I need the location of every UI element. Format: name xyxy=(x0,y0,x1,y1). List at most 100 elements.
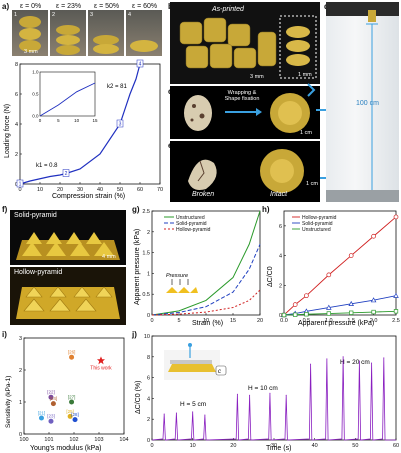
i-point xyxy=(69,399,75,405)
h-xtick-label: 1.5 xyxy=(347,318,355,324)
i-ytick-label: 0 xyxy=(19,432,22,438)
sensitivity-modulus-chart: Sensitivity (kPa-1) Young's modulus (kPa… xyxy=(5,336,129,452)
j-xlabel: Time (s) xyxy=(266,445,291,452)
inset-ytick-label: 0.5 xyxy=(32,92,39,97)
h-point xyxy=(348,253,354,258)
j-peak xyxy=(192,411,194,413)
force-strain-chart: Loading force (N) Compression strain (%)… xyxy=(4,59,163,200)
a-ytick-label: 2 xyxy=(15,152,18,158)
scale-bar-b1: 3 mm xyxy=(250,74,264,80)
wrapping-caption: Wrapping & Shape fixation xyxy=(224,90,260,102)
h-point xyxy=(304,293,309,299)
photo-strain-23 xyxy=(50,10,86,56)
j-peak xyxy=(310,363,312,365)
h-point xyxy=(371,233,376,239)
inset-xtick-label: 5 xyxy=(57,118,60,123)
i-point xyxy=(50,401,56,407)
i-ytick-label: 3 xyxy=(19,336,22,342)
h-xtick-label: 2.0 xyxy=(370,318,378,324)
lattice-structure-image xyxy=(179,15,317,79)
a-xtick-label: 50 xyxy=(117,187,123,193)
i-point-label: [28] xyxy=(71,412,79,417)
i-point-label: [22] xyxy=(47,390,55,395)
panel-b-photo: As-printed 3 mm 1 mm xyxy=(170,2,320,84)
i-point xyxy=(38,415,44,421)
scale-bar-3mm: 3 mm xyxy=(24,49,38,55)
j-ytick-label: 0 xyxy=(147,438,150,444)
i-ytick-label: 1 xyxy=(19,400,22,406)
j-ytick-label: 10 xyxy=(144,334,150,340)
panel-j-label: j) xyxy=(132,330,137,339)
photo-strain-50 xyxy=(88,10,124,56)
h-point xyxy=(393,292,399,298)
solid-pyramid-image xyxy=(16,232,120,260)
stage-marker-label: 2 xyxy=(65,171,68,177)
force-curve xyxy=(19,63,141,185)
h-xtick-label: 2.5 xyxy=(392,318,400,324)
g-ytick-label: 0.5 xyxy=(142,292,150,298)
j-peak xyxy=(236,393,238,395)
a-ylabel: Loading force (N) xyxy=(4,104,11,158)
h20-label: H = 20 cm xyxy=(340,359,370,366)
h-legend-label: Solid-pyramid xyxy=(302,221,333,227)
j-peak xyxy=(383,357,385,359)
g-xlabel: Strain (%) xyxy=(192,320,223,327)
h-point xyxy=(393,309,399,314)
i-point-label: [23] xyxy=(47,414,55,419)
panel-f-label: f) xyxy=(2,205,8,214)
j-peak xyxy=(285,394,287,396)
photo-strain-60 xyxy=(126,10,162,56)
g-xtick-label: 20 xyxy=(257,318,263,324)
g-xtick-label: 15 xyxy=(230,318,236,324)
photo-num-2: 2 xyxy=(52,12,56,18)
j-peak xyxy=(371,362,373,364)
g-inset: Pressure xyxy=(164,271,198,295)
j-ytick-label: 8 xyxy=(147,355,150,361)
i-point xyxy=(48,394,54,400)
h10-label: H = 10 cm xyxy=(248,385,278,392)
lattice-image-3 xyxy=(93,35,119,54)
panel-c-photo: Wrapping & Shape fixation 1 cm xyxy=(170,86,320,139)
panel-e-photo: Broken Intact 1 cm xyxy=(170,141,320,202)
stage-marker xyxy=(136,59,144,68)
h-point xyxy=(349,310,354,315)
g-xtick-label: 5 xyxy=(177,318,180,324)
g-series-0 xyxy=(151,210,261,316)
i-ylabel: Sensitivity (kPa-1) xyxy=(5,376,12,428)
capacitance-pressure-chart: ΔC/C0 Apparent pressure (kPa) 0.0 0.5 1.0 1… xyxy=(267,210,400,327)
sensor-inset: c xyxy=(164,343,227,380)
h-point xyxy=(348,300,354,307)
j-xtick-label: 60 xyxy=(393,443,399,449)
k1-label: k1 = 0.8 xyxy=(36,163,58,169)
stage-marker-label: 3 xyxy=(119,122,122,128)
g-xtick-label: 10 xyxy=(203,318,209,324)
g-series-1 xyxy=(151,244,261,316)
g-ytick-label: 2 xyxy=(147,230,150,236)
capacitance-time-chart: ΔC/C0 (%) Time (s) H = 5 cm H = 10 cm H … xyxy=(135,334,399,452)
panel-d-photo: 100 cm xyxy=(326,2,399,202)
a-xtick-label: 30 xyxy=(77,187,83,193)
inset-xtick-label: 15 xyxy=(92,118,98,123)
g-ylabel: Apparent pressure (kPa) xyxy=(134,229,141,305)
g-xtick-label: 0 xyxy=(150,318,153,324)
g-legend-label: Unstructured xyxy=(176,215,205,221)
i-point-label: [25] xyxy=(66,409,74,414)
h-point xyxy=(292,302,298,307)
inset-xtick-label: 0 xyxy=(39,118,42,123)
i-xlabel: Young's modulus (kPa) xyxy=(30,445,102,452)
j-peak xyxy=(342,356,344,358)
h-point xyxy=(326,304,332,310)
i-xtick-label: 104 xyxy=(119,437,128,443)
scale-bar-c: 1 cm xyxy=(300,130,312,136)
j-ytick-label: 6 xyxy=(147,376,150,382)
h-xlabel: Apparent pressure (kPa) xyxy=(298,320,374,327)
stage-marker-label: 4 xyxy=(139,62,142,68)
h-ytick-label: 4 xyxy=(279,254,282,260)
panel-h-label: h) xyxy=(262,205,270,214)
i-xtick-label: 100 xyxy=(19,437,28,443)
i-xtick-label: 102 xyxy=(69,437,78,443)
j-ytick-label: 4 xyxy=(147,396,150,402)
j-ylabel: ΔC/C0 (%) xyxy=(135,381,142,414)
i-point-label: [26] xyxy=(68,350,76,355)
h-point xyxy=(370,297,377,303)
